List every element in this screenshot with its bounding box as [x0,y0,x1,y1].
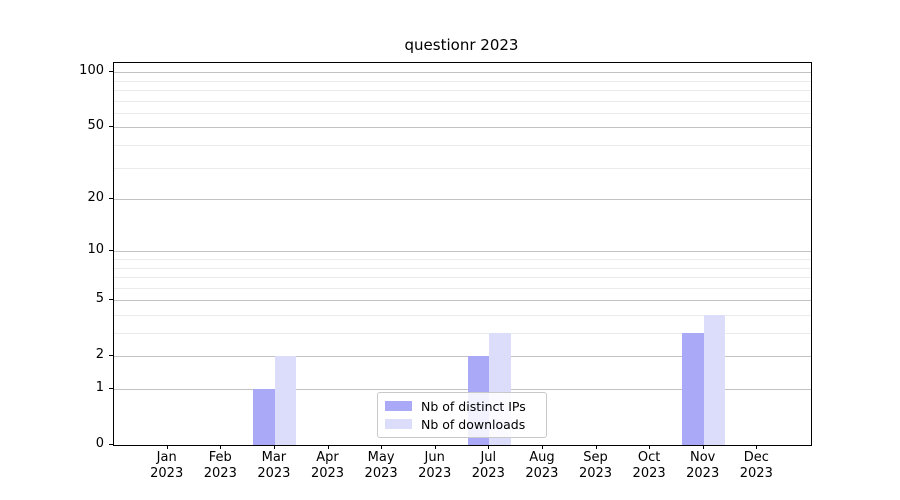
legend-label-distinct-ips: Nb of distinct IPs [421,398,526,414]
x-tick-label: Dec 2023 [724,450,788,482]
y-tick-mark [109,444,113,445]
gridline-minor [114,333,811,334]
x-tick-mark [488,445,490,449]
x-tick-year: 2023 [257,466,291,481]
y-tick-label: 5 [95,291,104,307]
bar-distinct-ips [682,333,704,445]
legend-swatch-distinct-ips-icon [385,401,412,411]
x-tick-label: Sep 2023 [564,450,628,482]
x-tick-label: Aug 2023 [510,450,574,482]
x-tick-mark [595,445,597,449]
bar-downloads [703,314,726,445]
x-tick-mark [381,445,383,449]
legend-item-distinct-ips: Nb of distinct IPs [385,398,538,414]
x-tick-mark [649,445,651,449]
gridline-major [114,127,811,129]
y-tick-mark [109,126,113,128]
gridline-minor [114,144,811,146]
x-tick-month: Jan [156,450,177,465]
gridline-minor [114,287,811,289]
gridline-minor [114,100,811,102]
gridline-major [114,389,811,390]
y-tick-label: 10 [87,242,104,258]
x-tick-month: Sep [583,450,608,465]
x-tick-year: 2023 [418,466,452,481]
legend-label-downloads: Nb of downloads [421,416,526,432]
gridline-major [114,356,811,358]
x-tick-month: Jul [480,450,497,465]
x-tick-year: 2023 [578,466,613,481]
x-tick-mark [166,445,168,449]
gridline-major [114,199,811,200]
gridline-minor [114,80,811,82]
y-tick-mark [109,71,113,73]
y-tick-label: 2 [95,347,104,363]
x-tick-mark [756,445,758,449]
x-tick-label: Feb 2023 [188,450,252,482]
x-tick-mark [220,445,222,449]
bar-distinct-ips [253,389,275,445]
x-tick-month: Oct [637,450,661,465]
x-tick-month: Mar [261,450,287,465]
y-tick-mark [109,355,113,357]
x-tick-year: 2023 [686,466,720,481]
y-tick-mark [109,299,113,301]
gridline-major [114,300,811,302]
gridline-minor [114,258,811,260]
x-tick-year: 2023 [632,466,666,481]
chart-title: questionr 2023 [404,36,519,54]
y-tick-mark [109,250,113,252]
x-tick-label: May 2023 [349,450,413,482]
y-tick-label: 50 [87,118,104,134]
x-tick-month: May [367,450,395,465]
x-tick-label: Jun 2023 [403,450,467,482]
x-tick-year: 2023 [739,466,773,481]
x-tick-month: Aug [529,450,555,465]
x-tick-month: Feb [208,450,232,465]
bar-downloads [274,356,297,445]
gridline-minor [114,277,811,278]
y-tick-mark [109,198,113,199]
gridline-minor [114,267,811,269]
y-tick-label: 20 [87,190,104,205]
legend: Nb of distinct IPs Nb of downloads [377,392,547,438]
y-tick-label: 1 [95,380,104,395]
x-tick-label: Apr 2023 [296,450,360,482]
gridline-major [114,251,811,253]
x-tick-year: 2023 [310,466,345,481]
legend-item-downloads: Nb of downloads [385,416,538,432]
x-tick-label: Nov 2023 [671,450,735,482]
x-tick-month: Apr [316,450,339,465]
x-tick-year: 2023 [525,466,559,481]
x-tick-year: 2023 [471,466,505,481]
x-tick-month: Nov [690,450,716,465]
gridline-major [114,72,811,74]
y-tick-label: 100 [79,63,104,79]
gridline-minor [114,167,811,169]
x-tick-month: Dec [743,450,769,465]
gridline-minor [114,89,811,91]
gridline-minor [114,112,811,114]
legend-swatch-downloads-icon [385,419,412,429]
x-tick-label: Mar 2023 [242,450,306,482]
x-tick-mark [273,445,275,449]
y-tick-mark [109,388,113,389]
x-tick-label: Jul 2023 [456,450,520,482]
x-tick-year: 2023 [364,466,398,481]
x-tick-mark [327,445,329,449]
x-tick-month: Jun [424,450,445,465]
x-tick-label: Oct 2023 [617,450,681,482]
x-tick-mark [702,445,704,449]
y-tick-label: 0 [95,436,104,451]
x-tick-year: 2023 [203,466,237,481]
x-tick-label: Jan 2023 [135,450,199,482]
x-tick-mark [541,445,543,449]
x-tick-mark [434,445,436,449]
gridline-minor [114,314,811,316]
plot-area [113,62,812,446]
x-tick-year: 2023 [150,466,184,481]
